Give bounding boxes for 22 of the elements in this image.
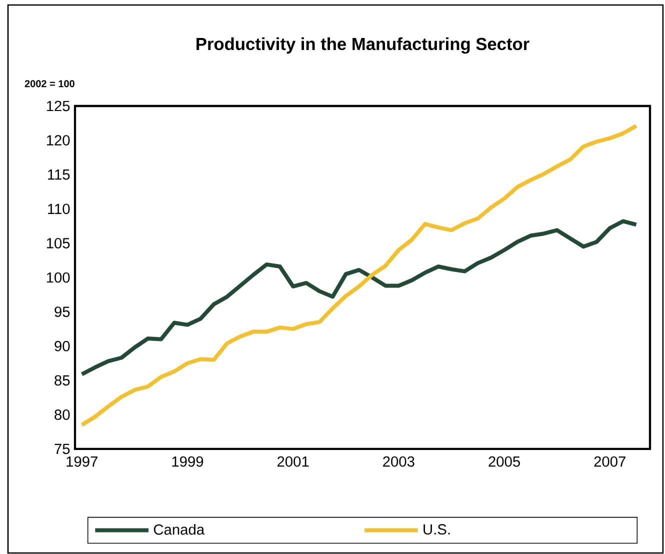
y-tick-label: 90: [54, 340, 70, 352]
x-tick-label: 2003: [383, 456, 414, 467]
y-tick-label: 110: [48, 204, 70, 214]
legend-label: Canada: [154, 524, 205, 535]
y-tick-label: 80: [54, 410, 70, 420]
y-tick-label: 100: [46, 272, 70, 283]
y-tick-label: 75: [54, 444, 70, 454]
y-tick-label: 115: [48, 169, 70, 180]
y-tick-label: 125: [46, 100, 70, 112]
y-tick-label: 95: [54, 306, 70, 317]
x-tick-label: 2005: [488, 456, 520, 467]
x-tick-label: 2007: [594, 456, 626, 467]
x-tick-label: 1997: [66, 456, 98, 467]
line-series: [80, 124, 638, 427]
x-tick-label: 2001: [277, 456, 309, 467]
chart-title: Productivity in the Manufacturing Sector: [196, 37, 530, 54]
y-tick-label: 105: [46, 238, 70, 248]
legend-label: U.S.: [424, 524, 450, 535]
x-tick-label: 1999: [172, 456, 204, 467]
y-tick-label: 120: [46, 135, 70, 146]
y-axis-title: 2002 = 100: [24, 80, 74, 88]
y-tick-label: 85: [54, 375, 70, 386]
